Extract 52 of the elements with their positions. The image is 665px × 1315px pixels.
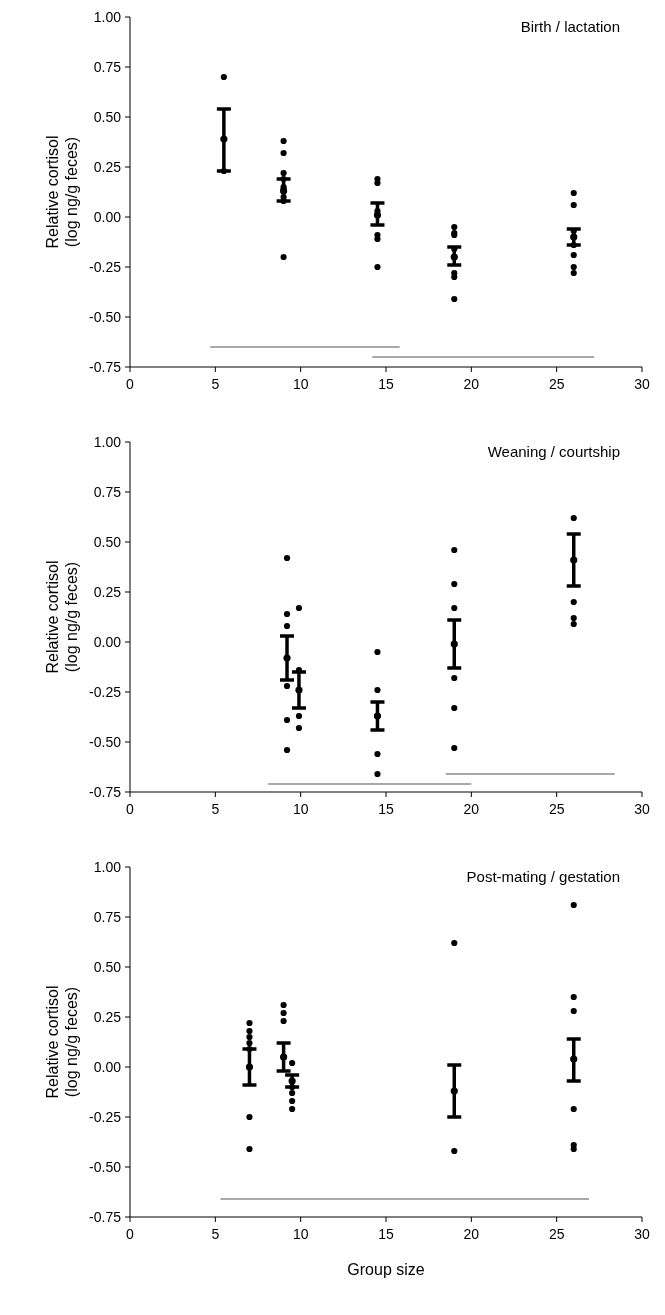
x-tick-label: 30	[634, 801, 650, 817]
chart-title: Post-mating / gestation	[466, 868, 620, 885]
y-tick-label: 0.25	[93, 1008, 122, 1025]
y-axis-title: Relative cortisol (log ng/g feces)	[44, 560, 81, 674]
y-tick-label: 1.00	[93, 858, 122, 875]
x-axis-title: Group size	[347, 1261, 425, 1278]
x-tick-label: 20	[463, 1226, 480, 1242]
y-axis-title: Relative cortisol (log ng/g feces)	[44, 985, 81, 1099]
x-tick-label: 10	[292, 1226, 309, 1242]
y-tick-label: 0.00	[93, 208, 122, 225]
y-axis-title: Relative cortisol (log ng/g feces)	[44, 135, 81, 249]
x-tick-label: 15	[378, 1226, 394, 1242]
x-tick-label: 0	[126, 801, 135, 817]
x-tick-label: 5	[211, 376, 220, 392]
y-tick-label: 0.25	[93, 583, 122, 600]
chart-title: Birth / lactation	[520, 18, 620, 35]
x-tick-label: 5	[211, 1226, 220, 1242]
x-tick-label: 25	[548, 801, 565, 817]
x-tick-label: 5	[211, 801, 220, 817]
x-tick-label: 10	[292, 376, 309, 392]
x-tick-label: 30	[634, 376, 650, 392]
x-tick-label: 25	[548, 376, 565, 392]
y-tick-label: 0.75	[93, 483, 122, 500]
y-tick-label: 0.50	[93, 533, 122, 550]
y-tick-label: -0.50	[89, 733, 122, 750]
x-tick-label: 0	[126, 376, 135, 392]
y-tick-label: -0.25	[89, 258, 122, 275]
y-tick-label: -0.75	[89, 783, 122, 800]
x-tick-label: 20	[463, 376, 480, 392]
y-tick-label: 0.00	[93, 1058, 122, 1075]
y-tick-label: -0.50	[89, 308, 122, 325]
y-tick-label: 0.00	[93, 633, 122, 650]
y-tick-label: 0.75	[93, 908, 122, 925]
y-tick-label: 0.75	[93, 58, 122, 75]
y-tick-label: 1.00	[93, 433, 122, 450]
x-tick-label: 30	[634, 1226, 650, 1242]
y-tick-label: 0.50	[93, 108, 122, 125]
y-tick-label: -0.25	[89, 683, 122, 700]
x-tick-label: 20	[463, 801, 480, 817]
chart-title: Weaning / courtship	[487, 443, 620, 460]
y-tick-label: -0.75	[89, 1208, 122, 1225]
y-tick-label: -0.25	[89, 1108, 122, 1125]
y-tick-label: -0.50	[89, 1158, 122, 1175]
y-tick-label: 0.50	[93, 958, 122, 975]
y-tick-label: 1.00	[93, 8, 122, 25]
y-tick-label: 0.25	[93, 158, 122, 175]
x-tick-label: 15	[378, 376, 394, 392]
y-tick-label: -0.75	[89, 358, 122, 375]
x-tick-label: 25	[548, 1226, 565, 1242]
x-tick-label: 10	[292, 801, 309, 817]
x-tick-label: 15	[378, 801, 394, 817]
x-tick-label: 0	[126, 1226, 135, 1242]
